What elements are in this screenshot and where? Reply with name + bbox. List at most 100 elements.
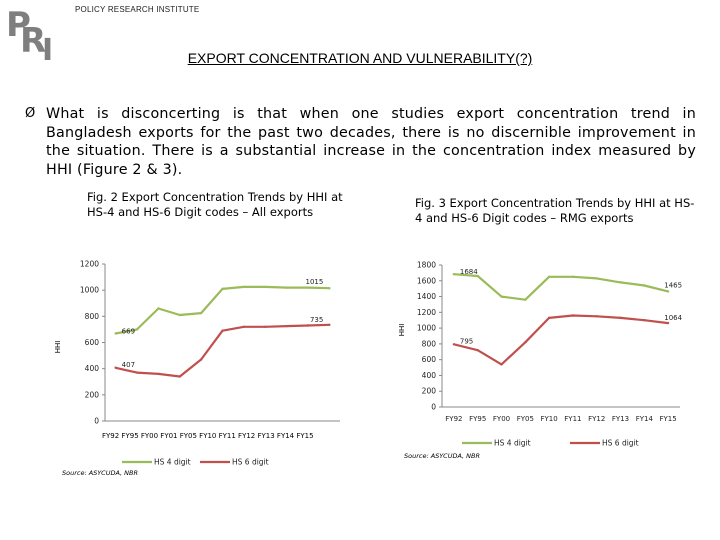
data-point xyxy=(666,321,670,325)
data-point xyxy=(595,315,598,318)
data-point xyxy=(666,290,670,293)
data-point xyxy=(328,287,331,290)
data-point xyxy=(242,285,246,289)
data-point xyxy=(452,343,456,346)
data-point xyxy=(114,332,117,335)
data-point xyxy=(547,316,551,320)
data-point xyxy=(264,285,267,289)
data-label: 795 xyxy=(460,337,473,345)
x-tick-label: FY15 xyxy=(659,415,676,423)
y-tick-label: 600 xyxy=(85,338,100,347)
x-tick-label: FY11 xyxy=(564,415,581,423)
data-point xyxy=(135,371,139,374)
institute-logo: P R I xyxy=(4,2,60,68)
x-tick-labels: FY92 FY95 FY00 FY01 FY05 FY10 FY11 FY12 … xyxy=(102,432,314,440)
x-tick-label: FY12 xyxy=(588,415,605,423)
series-line-hs6 xyxy=(115,323,330,378)
fig2-caption: Fig. 2 Export Concentration Trends by HH… xyxy=(87,190,343,219)
data-point xyxy=(285,324,288,328)
y-axis-label: HHI xyxy=(54,341,62,354)
y-tick-label: 1000 xyxy=(80,286,99,295)
data-label: 1015 xyxy=(305,278,323,286)
data-label: 1684 xyxy=(460,268,478,276)
data-point xyxy=(595,277,598,280)
data-label: 669 xyxy=(122,327,135,335)
data-point xyxy=(452,272,456,276)
data-label: 1465 xyxy=(664,281,682,289)
x-tick-label: FY92 xyxy=(445,415,462,423)
data-point xyxy=(242,325,246,328)
y-tick-label: 800 xyxy=(422,339,437,348)
legend-label-hs4: HS 4 digit xyxy=(154,458,191,467)
data-point xyxy=(476,274,479,278)
data-point xyxy=(547,275,551,279)
x-tick-label: FY05 xyxy=(517,415,534,423)
y-tick-label: 0 xyxy=(94,417,99,426)
data-point xyxy=(524,341,527,344)
y-tick-label: 1600 xyxy=(417,276,436,285)
data-point xyxy=(476,349,479,352)
y-tick-label: 600 xyxy=(422,355,437,364)
data-point xyxy=(178,313,181,317)
y-tick-label: 1800 xyxy=(417,261,436,270)
data-label: 407 xyxy=(122,361,135,369)
bullet-icon: Ø xyxy=(25,106,36,121)
data-point xyxy=(500,295,503,298)
data-point xyxy=(285,286,288,289)
data-point xyxy=(178,375,181,378)
y-tick-label: 400 xyxy=(422,371,437,380)
data-point xyxy=(264,325,267,328)
x-tick-label: FY95 xyxy=(469,415,486,423)
legend-label-hs4: HS 4 digit xyxy=(494,439,531,448)
series-line-hs4 xyxy=(453,273,669,301)
y-tick-label: 800 xyxy=(85,312,100,321)
data-point xyxy=(199,358,203,361)
data-point xyxy=(328,323,331,327)
data-label: 735 xyxy=(310,316,323,324)
x-tick-label: FY10 xyxy=(540,415,557,423)
slide-title: EXPORT CONCENTRATION AND VULNERABILITY(?… xyxy=(187,50,533,66)
y-tick-label: 200 xyxy=(85,390,100,399)
data-point xyxy=(571,314,575,317)
series-line-hs6 xyxy=(453,314,669,366)
data-point xyxy=(199,311,203,315)
data-point xyxy=(114,366,117,369)
data-point xyxy=(571,275,575,279)
data-point xyxy=(221,329,224,332)
data-point xyxy=(306,324,310,327)
fig2-chart: HHI FY92 FY95 FY00 FY01 FY05 FY10 FY11 F… xyxy=(54,260,340,467)
data-point xyxy=(157,307,160,310)
y-tick-label: 200 xyxy=(422,387,437,396)
legend-label-hs6: HS 6 digit xyxy=(232,458,269,467)
org-name: POLICY RESEARCH INSTITUTE xyxy=(75,5,200,14)
fig3-caption: Fig. 3 Export Concentration Trends by HH… xyxy=(415,196,695,225)
data-point xyxy=(221,287,224,291)
data-point xyxy=(524,298,527,301)
data-point xyxy=(157,372,160,376)
y-tick-label: 1000 xyxy=(417,324,436,333)
y-tick-label: 1200 xyxy=(417,308,436,317)
data-point xyxy=(643,319,646,322)
y-tick-label: 400 xyxy=(85,364,100,373)
data-point xyxy=(135,328,139,331)
data-point xyxy=(306,286,310,289)
fig3-source: Source: ASYCUDA, NBR xyxy=(404,452,480,460)
y-axis-label: HHI xyxy=(398,324,406,337)
x-tick-label: FY14 xyxy=(636,415,654,423)
logo-letter-i: I xyxy=(42,33,53,64)
body-paragraph: What is disconcerting is that when one s… xyxy=(46,106,696,178)
fig2-source: Source: ASYCUDA, NBR xyxy=(62,469,138,477)
data-point xyxy=(619,316,622,320)
data-point xyxy=(500,363,503,366)
logo-letter-p: P xyxy=(6,5,31,45)
fig3-chart: HHI 0 200 400 600 800 1000 1200 1400 1600 1800 FY9… xyxy=(398,261,683,448)
x-tick-label: FY13 xyxy=(612,415,629,423)
logo-letter-r: R xyxy=(20,21,46,61)
y-tick-label: 1400 xyxy=(417,292,436,301)
y-tick-label: 1200 xyxy=(80,260,99,269)
data-label: 1064 xyxy=(664,314,682,322)
y-tick-label: 0 xyxy=(431,403,436,412)
legend-label-hs6: HS 6 digit xyxy=(602,439,639,448)
x-tick-label: FY00 xyxy=(493,415,510,423)
data-point xyxy=(643,284,646,287)
